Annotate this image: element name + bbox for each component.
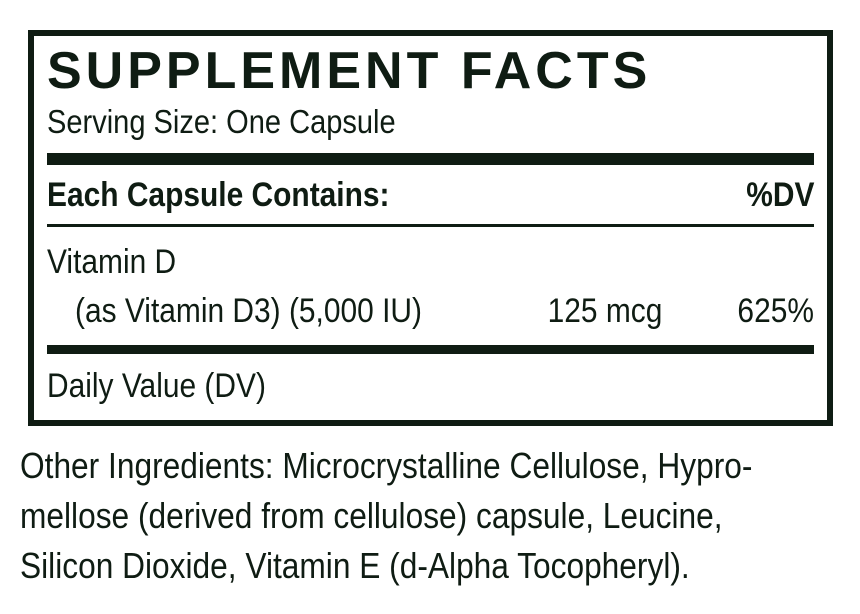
nutrient-dv-text: 625%: [737, 292, 814, 331]
daily-value-footnote: Daily Value (DV): [47, 354, 814, 420]
other-ingredients-line-3: Silicon Dioxide, Vitamin E (d-Alpha Toco…: [20, 544, 690, 586]
nutrient-amount-cell: 125 mcg: [487, 291, 662, 332]
table-row: Vitamin D (as Vitamin D3) (5,000 IU) 125…: [47, 242, 814, 333]
divider-thin: [47, 223, 814, 227]
nutrient-name-cell: Vitamin D: [47, 242, 814, 283]
nutrient-dv-cell: 625%: [662, 291, 814, 332]
nutrient-detail-cell: (as Vitamin D3) (5,000 IU): [47, 291, 487, 332]
nutrient-detail-text: (as Vitamin D3) (5,000 IU): [75, 292, 422, 331]
serving-size-text: Serving Size: One Capsule: [47, 102, 396, 140]
nutrient-name-text: Vitamin D: [47, 242, 177, 281]
table-header-contains: Each Capsule Contains:: [47, 175, 390, 214]
divider-medium-bottom: [47, 345, 814, 355]
supplement-facts-panel: SUPPLEMENT FACTS Serving Size: One Capsu…: [28, 30, 833, 426]
serving-size: Serving Size: One Capsule: [47, 103, 814, 141]
daily-value-footnote-text: Daily Value (DV): [47, 367, 266, 406]
other-ingredients-line-2: mellose (derived from cellulose) capsule…: [20, 494, 723, 536]
other-ingredients: Other Ingredients: Microcrystalline Cell…: [20, 441, 860, 591]
panel-title: SUPPLEMENT FACTS: [47, 42, 652, 100]
nutrient-amount-text: 125 mcg: [547, 292, 662, 331]
divider-thick-top: [47, 152, 814, 165]
table-header-dv: %DV: [745, 175, 814, 214]
nutrient-detail-cells: (as Vitamin D3) (5,000 IU) 125 mcg 625%: [47, 291, 814, 332]
table-header-row: Each Capsule Contains: %DV: [47, 165, 814, 224]
other-ingredients-line-1: Other Ingredients: Microcrystalline Cell…: [20, 444, 753, 486]
